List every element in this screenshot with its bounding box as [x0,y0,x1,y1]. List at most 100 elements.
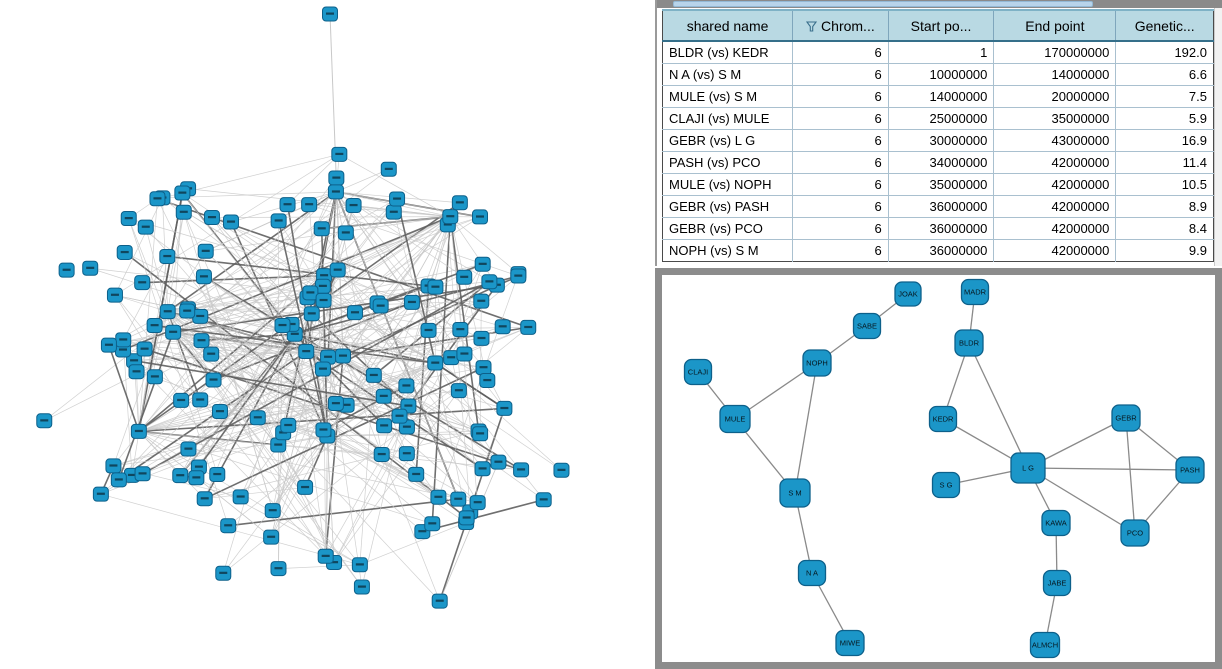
network-node[interactable] [302,285,319,301]
table-cell-chromosome[interactable]: 6 [792,129,889,152]
table-cell-shared_name[interactable]: MULE (vs) NOPH [662,173,794,196]
network-node[interactable] [375,388,392,404]
column-header-chrom[interactable]: Chrom... [792,10,889,42]
network-node[interactable] [263,529,280,545]
network-node[interactable] [173,392,190,408]
table-row[interactable]: GEBR (vs) PASH 6 36000000 42000000 8.9 [662,195,1214,218]
table-cell-chromosome[interactable]: 6 [792,41,889,64]
network-node[interactable] [472,209,489,225]
network-node[interactable] [372,298,389,314]
table-cell-genetic[interactable]: 8.9 [1115,195,1214,218]
network-node[interactable] [335,348,351,364]
network-node[interactable] [280,417,297,433]
network-node[interactable] [209,466,226,482]
network-node[interactable] [510,268,527,284]
network-node[interactable] [100,337,117,353]
network-node[interactable] [398,378,415,394]
table-cell-end[interactable]: 42000000 [993,239,1117,262]
network-node[interactable] [270,561,287,577]
network-node[interactable] [116,244,133,260]
filtered-network-view[interactable]: JOAK SABE NOPH CLAJI MULE S M N A MIWE MADR BLDR K… [662,275,1215,662]
table-cell-genetic[interactable]: 10.5 [1115,173,1214,196]
network-node[interactable] [322,6,338,22]
network-node[interactable] [473,293,490,309]
network-edge-NOPH-SM[interactable] [794,362,818,494]
network-node[interactable] [458,510,475,526]
network-node[interactable] [136,341,153,357]
network-node[interactable] [203,210,220,226]
network-node[interactable] [513,462,530,478]
table-cell-shared_name[interactable]: GEBR (vs) PCO [662,217,794,240]
network-node[interactable] [408,466,425,482]
network-node[interactable] [373,446,390,462]
network-node[interactable] [473,330,490,346]
network-node[interactable] [279,197,296,213]
network-node[interactable] [232,489,249,505]
network-node-mule[interactable]: MULE [719,404,751,434]
table-cell-shared_name[interactable]: PASH (vs) PCO [662,151,794,174]
network-node[interactable] [197,243,214,259]
network-node[interactable] [82,260,99,276]
network-node[interactable] [274,317,291,333]
network-node-pash[interactable]: PASH [1175,456,1205,484]
network-node[interactable] [450,383,467,399]
table-cell-start[interactable]: 36000000 [888,217,995,240]
network-node[interactable] [106,287,123,303]
table-cell-end[interactable]: 42000000 [993,217,1117,240]
network-node[interactable] [403,294,420,310]
network-node[interactable] [220,518,237,534]
network-edge-LG-PCO[interactable] [1027,467,1136,534]
table-row[interactable]: MULE (vs) S M 6 14000000 20000000 7.5 [662,85,1214,108]
filtered-network-canvas[interactable]: JOAK SABE NOPH CLAJI MULE S M N A MIWE MADR BLDR K… [662,275,1215,662]
network-node[interactable] [146,369,163,385]
network-node[interactable] [451,195,468,211]
table-cell-genetic[interactable]: 6.6 [1115,63,1214,86]
network-node[interactable] [353,579,370,595]
table-cell-shared_name[interactable]: GEBR (vs) L G [662,129,794,152]
table-cell-chromosome[interactable]: 6 [792,107,889,130]
network-node-pco[interactable]: PCO [1120,519,1150,547]
network-node[interactable] [351,557,368,573]
table-row[interactable]: BLDR (vs) KEDR 6 1 170000000 192.0 [662,41,1214,64]
network-node[interactable] [137,219,154,235]
network-node-claji[interactable]: CLAJI [683,358,713,386]
table-cell-genetic[interactable]: 9.9 [1115,239,1214,262]
network-node[interactable] [130,423,147,439]
network-node[interactable] [475,360,492,376]
table-row[interactable]: NOPH (vs) S M 6 36000000 42000000 9.9 [662,239,1214,262]
network-node[interactable] [36,413,53,429]
network-node[interactable] [315,422,332,438]
network-node[interactable] [452,322,469,338]
table-cell-end[interactable]: 43000000 [993,129,1117,152]
network-edge-LG-PASH[interactable] [1027,467,1191,471]
network-node[interactable] [317,548,334,564]
network-node[interactable] [172,468,189,484]
table-cell-shared_name[interactable]: BLDR (vs) KEDR [662,41,794,64]
hscrollbar-thumb[interactable] [673,1,1093,7]
network-node[interactable] [431,593,448,609]
table-cell-end[interactable]: 42000000 [993,173,1117,196]
filter-funnel-icon[interactable] [806,20,818,32]
table-cell-end[interactable]: 35000000 [993,107,1117,130]
network-node[interactable] [456,346,473,362]
network-node[interactable] [385,204,402,220]
network-node[interactable] [442,209,459,225]
network-node[interactable] [128,364,145,380]
network-node-almch[interactable]: ALMCH [1029,631,1061,659]
network-node[interactable] [315,292,332,308]
network-node[interactable] [179,303,196,319]
network-node[interactable] [329,262,346,278]
table-cell-start[interactable]: 36000000 [888,239,995,262]
table-cell-genetic[interactable]: 16.9 [1115,129,1214,152]
table-cell-chromosome[interactable]: 6 [792,239,889,262]
network-node[interactable] [115,332,132,348]
table-cell-end[interactable]: 20000000 [993,85,1117,108]
table-row[interactable]: N A (vs) S M 6 10000000 14000000 6.6 [662,63,1214,86]
network-node-sm[interactable]: S M [779,478,811,508]
network-node[interactable] [192,392,209,408]
network-node-gebr[interactable]: GEBR [1111,404,1141,432]
network-node[interactable] [365,367,382,383]
network-node[interactable] [120,211,137,227]
table-cell-start[interactable]: 25000000 [888,107,995,130]
network-node[interactable] [427,279,444,295]
